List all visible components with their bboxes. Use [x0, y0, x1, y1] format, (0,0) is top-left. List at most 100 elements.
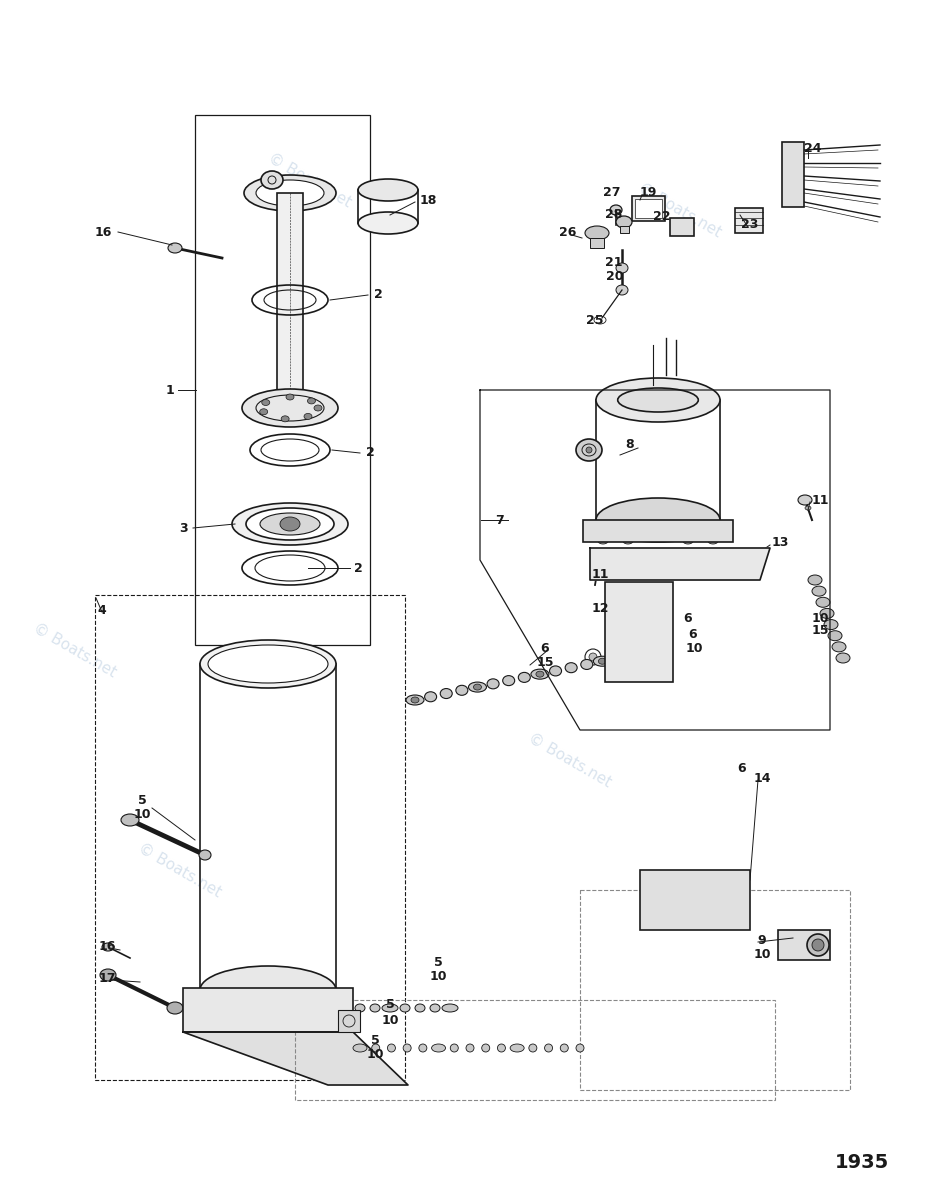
Text: © Boats.net: © Boats.net: [136, 840, 224, 900]
Ellipse shape: [644, 659, 654, 670]
Ellipse shape: [280, 517, 300, 530]
Ellipse shape: [355, 1004, 365, 1012]
Text: 15: 15: [536, 655, 554, 668]
Bar: [782, 142, 804, 206]
Ellipse shape: [498, 1044, 505, 1052]
Text: 10: 10: [367, 1049, 384, 1062]
Text: 10: 10: [811, 612, 828, 624]
Ellipse shape: [199, 850, 211, 860]
Ellipse shape: [529, 1044, 537, 1052]
Ellipse shape: [665, 560, 675, 566]
Ellipse shape: [415, 1004, 425, 1012]
Ellipse shape: [400, 1004, 410, 1012]
Ellipse shape: [643, 598, 655, 610]
Ellipse shape: [382, 1004, 398, 1012]
Bar: [590, 238, 604, 248]
Ellipse shape: [812, 586, 826, 596]
Text: 10: 10: [133, 809, 151, 822]
Ellipse shape: [576, 1044, 584, 1052]
Ellipse shape: [262, 400, 270, 406]
Text: 1935: 1935: [835, 1152, 889, 1171]
Bar: [195, 115, 370, 646]
Ellipse shape: [807, 934, 829, 956]
Text: 15: 15: [811, 624, 828, 636]
Ellipse shape: [544, 1044, 553, 1052]
Text: 22: 22: [654, 210, 671, 222]
Ellipse shape: [456, 685, 467, 695]
Text: 11: 11: [811, 493, 828, 506]
Ellipse shape: [683, 538, 693, 544]
Ellipse shape: [419, 1044, 427, 1052]
Text: © Boats.net: © Boats.net: [266, 150, 354, 210]
Text: © Boats.net: © Boats.net: [525, 730, 615, 790]
Ellipse shape: [695, 914, 709, 925]
Ellipse shape: [627, 638, 639, 650]
Ellipse shape: [425, 691, 437, 702]
Text: 2: 2: [373, 288, 382, 301]
Ellipse shape: [658, 659, 668, 670]
Text: 25: 25: [586, 313, 604, 326]
Ellipse shape: [256, 180, 324, 206]
Ellipse shape: [281, 416, 289, 422]
Ellipse shape: [596, 498, 720, 542]
Ellipse shape: [610, 205, 622, 215]
Ellipse shape: [252, 1007, 262, 1013]
Ellipse shape: [322, 1004, 338, 1012]
Ellipse shape: [805, 506, 811, 510]
Ellipse shape: [353, 1044, 367, 1052]
Ellipse shape: [232, 503, 348, 545]
Ellipse shape: [565, 662, 578, 673]
Ellipse shape: [102, 943, 114, 950]
Text: 11: 11: [591, 569, 609, 582]
Text: 5: 5: [433, 956, 443, 970]
Bar: [670, 218, 694, 236]
Text: 6: 6: [689, 628, 697, 641]
Ellipse shape: [531, 670, 549, 679]
Ellipse shape: [612, 653, 624, 662]
Text: 6: 6: [684, 612, 693, 624]
Ellipse shape: [406, 695, 424, 704]
Ellipse shape: [340, 1004, 350, 1012]
Ellipse shape: [812, 938, 824, 950]
Polygon shape: [480, 390, 830, 730]
Ellipse shape: [611, 598, 623, 610]
Bar: [632, 196, 665, 221]
Bar: [183, 988, 353, 1032]
Ellipse shape: [611, 638, 623, 650]
Ellipse shape: [735, 914, 749, 925]
Ellipse shape: [121, 814, 139, 826]
Ellipse shape: [208, 646, 328, 683]
Text: 7: 7: [496, 514, 504, 527]
Ellipse shape: [208, 1007, 218, 1013]
Ellipse shape: [635, 560, 645, 566]
Ellipse shape: [598, 538, 608, 544]
Text: 28: 28: [605, 209, 622, 222]
Text: 5: 5: [386, 998, 394, 1012]
Text: 6: 6: [738, 762, 747, 774]
Bar: [778, 930, 830, 960]
Ellipse shape: [308, 398, 315, 404]
Ellipse shape: [244, 175, 336, 211]
Ellipse shape: [440, 689, 452, 698]
Ellipse shape: [274, 1007, 284, 1013]
Text: 10: 10: [381, 1014, 399, 1026]
Bar: [580, 890, 850, 1090]
Bar: [735, 208, 763, 233]
Ellipse shape: [824, 619, 838, 630]
Ellipse shape: [832, 642, 846, 652]
Text: 26: 26: [560, 226, 577, 239]
Ellipse shape: [695, 560, 705, 566]
Ellipse shape: [431, 1044, 446, 1052]
Ellipse shape: [549, 666, 561, 676]
Ellipse shape: [200, 640, 336, 688]
Text: 2: 2: [353, 562, 362, 575]
Ellipse shape: [403, 1044, 411, 1052]
Ellipse shape: [304, 414, 312, 420]
Text: 17: 17: [98, 972, 116, 984]
Text: 23: 23: [741, 218, 759, 232]
Ellipse shape: [616, 216, 632, 228]
Ellipse shape: [167, 1002, 183, 1014]
Text: 4: 4: [98, 604, 106, 617]
Text: 20: 20: [606, 270, 624, 283]
Ellipse shape: [750, 560, 760, 566]
